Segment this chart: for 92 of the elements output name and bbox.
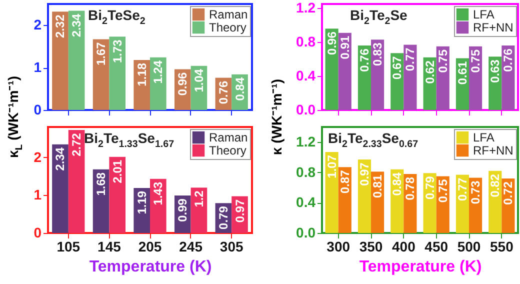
data-label: 0.67 bbox=[390, 56, 404, 80]
data-label: 0.76 bbox=[357, 48, 372, 72]
y-axis-title: κ (WK⁻¹m⁻¹) bbox=[268, 78, 286, 156]
data-label: 0.97 bbox=[232, 198, 247, 223]
data-label: 0.97 bbox=[357, 162, 372, 186]
x-tick-label: 450 bbox=[424, 238, 448, 254]
bar bbox=[52, 12, 68, 110]
data-label: 1.67 bbox=[94, 42, 108, 66]
y-tick-label: 0.4 bbox=[296, 68, 316, 84]
x-axis-title: Temperature (K) bbox=[89, 258, 212, 276]
x-tick-label: 245 bbox=[179, 238, 203, 254]
x-tick-label: 145 bbox=[98, 238, 122, 254]
data-label: 0.99 bbox=[176, 198, 190, 222]
data-label: 0.96 bbox=[324, 31, 339, 55]
data-label: 0.77 bbox=[455, 177, 470, 202]
data-label: 1.07 bbox=[324, 154, 339, 178]
x-tick-label: 205 bbox=[138, 238, 162, 254]
x-tick-label: 500 bbox=[457, 238, 481, 254]
x-tick-label: 350 bbox=[359, 238, 383, 254]
bar bbox=[68, 130, 85, 233]
data-label: 0.91 bbox=[338, 36, 352, 60]
data-label: 1.68 bbox=[94, 172, 108, 196]
y-tick-label: 0.4 bbox=[296, 194, 316, 210]
data-label: 0.77 bbox=[403, 47, 418, 72]
data-label: 0.73 bbox=[468, 180, 483, 204]
data-label: 0.78 bbox=[403, 176, 418, 200]
data-label: 1.18 bbox=[134, 62, 149, 86]
data-label: 0.76 bbox=[216, 80, 230, 104]
y-tick-label: 1.2 bbox=[296, 0, 316, 16]
chart-title: Bi$_{2}$TeSe$_{2}$ bbox=[88, 7, 146, 27]
legend-label: RF+NN bbox=[473, 144, 514, 158]
legend-label: Raman bbox=[209, 8, 248, 22]
legend-label: LFA bbox=[473, 130, 494, 144]
data-label: 1.24 bbox=[151, 60, 166, 84]
data-label: 2.32 bbox=[53, 14, 68, 38]
chart-title: Bi$_{2}$Te$_{2}$Se bbox=[350, 7, 408, 27]
data-label: 2.72 bbox=[70, 132, 84, 156]
chart-title: Bi$_{2}$Te$_{2.33}$Se$_{0.67}$ bbox=[328, 130, 418, 150]
x-tick-label: 300 bbox=[326, 238, 350, 254]
bar bbox=[92, 39, 110, 110]
x-tick-label: 305 bbox=[220, 238, 244, 254]
bar bbox=[109, 156, 126, 233]
bar bbox=[52, 144, 68, 233]
x-tick-label: 400 bbox=[392, 238, 416, 254]
data-label: 0.87 bbox=[338, 170, 352, 194]
data-label: 0.63 bbox=[488, 59, 502, 83]
y-tick-label: 1 bbox=[34, 186, 42, 203]
y-tick-label: 0.0 bbox=[296, 102, 316, 118]
data-label: 0.84 bbox=[232, 77, 247, 101]
data-label: 0.72 bbox=[501, 181, 516, 205]
data-label: 2.34 bbox=[53, 147, 68, 171]
legend-label: Theory bbox=[209, 144, 246, 158]
data-label: 0.84 bbox=[390, 172, 404, 196]
data-label: 2.34 bbox=[70, 13, 84, 38]
y-tick-label: 2 bbox=[34, 16, 42, 33]
x-tick-label: 105 bbox=[56, 238, 80, 254]
y-tick-label: 0 bbox=[34, 102, 42, 118]
data-label: 0.61 bbox=[455, 60, 470, 85]
legend-label: Theory bbox=[209, 20, 246, 34]
y-tick-label: 2 bbox=[34, 148, 42, 165]
bar bbox=[109, 36, 126, 110]
x-axis-title: Temperature (K) bbox=[359, 258, 482, 276]
y-tick-label: 0.0 bbox=[296, 224, 316, 240]
data-label: 1.19 bbox=[134, 190, 149, 214]
y-tick-label: 0.8 bbox=[296, 164, 316, 180]
x-tick-label: 550 bbox=[490, 238, 514, 254]
data-label: 0.83 bbox=[370, 42, 385, 66]
legend-label: RF+NN bbox=[473, 20, 514, 34]
data-label: 0.82 bbox=[488, 174, 502, 198]
data-label: 0.96 bbox=[176, 72, 190, 96]
data-label: 1.04 bbox=[192, 68, 206, 92]
data-label: 1.43 bbox=[151, 182, 166, 206]
data-label: 0.75 bbox=[436, 49, 450, 73]
data-label: 0.81 bbox=[370, 174, 385, 198]
y-tick-label: 1.2 bbox=[296, 134, 316, 150]
data-label: 0.79 bbox=[422, 176, 437, 200]
data-label: 1.2 bbox=[192, 190, 206, 208]
data-label: 0.79 bbox=[216, 206, 230, 230]
data-label: 0.62 bbox=[422, 60, 437, 84]
bar bbox=[68, 10, 85, 110]
legend-label: LFA bbox=[473, 8, 494, 22]
y-tick-label: 0.8 bbox=[296, 34, 316, 50]
data-label: 0.75 bbox=[436, 178, 450, 203]
bar bbox=[325, 152, 338, 233]
y-tick-label: 0 bbox=[34, 224, 42, 240]
data-label: 2.01 bbox=[110, 160, 124, 184]
y-tick-label: 1 bbox=[34, 59, 42, 76]
data-label: 1.73 bbox=[110, 39, 124, 64]
data-label: 0.75 bbox=[468, 49, 483, 73]
chart-title: Bi$_{2}$Te$_{1.33}$Se$_{1.67}$ bbox=[84, 130, 174, 150]
legend-label: Raman bbox=[209, 130, 248, 144]
data-label: 0.76 bbox=[501, 48, 516, 72]
